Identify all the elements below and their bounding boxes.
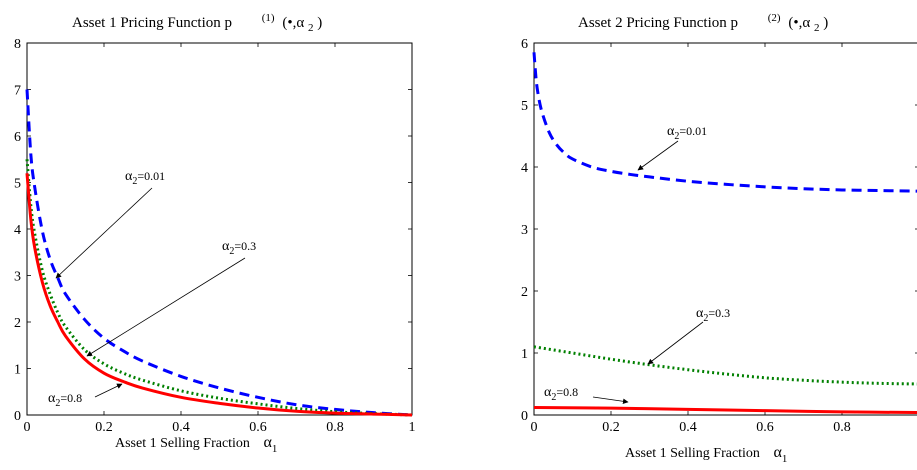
- y-tick-label: 2: [521, 285, 528, 300]
- y-tick-label: 5: [521, 99, 528, 114]
- x-tick-label: 0.8: [326, 420, 344, 435]
- x-axis-label: Asset 1 Selling Fraction α1: [625, 444, 787, 465]
- y-tick-label: 8: [14, 37, 21, 52]
- annotation-alpha-0.01: α2=0.01: [55, 169, 165, 279]
- y-tick-label: 6: [14, 130, 21, 145]
- x-tick-label: 0.4: [679, 420, 697, 435]
- svg-text:α2=0.01: α2=0.01: [125, 169, 165, 187]
- annotation-arrow: [637, 140, 679, 171]
- annotation-alpha-0.8: α2=0.8: [544, 385, 629, 405]
- annotation-arrow: [592, 396, 629, 405]
- series-line-alpha-0.01: [25, 89, 413, 417]
- y-tick-label: 1: [521, 347, 528, 362]
- y-tick-label: 0: [521, 409, 528, 424]
- annotation-arrow: [55, 187, 153, 279]
- chart-panel-asset2: Asset 2 Pricing Function p (2) (•,α 2 ) …: [521, 9, 917, 465]
- x-tick-label: 0.2: [95, 420, 113, 435]
- x-tick-label: 0: [24, 420, 31, 435]
- y-tick-label: 3: [14, 270, 21, 285]
- series-line-alpha-0.8: [25, 173, 413, 417]
- series-line-alpha-0.3: [533, 345, 917, 386]
- chart-panel-asset1: Asset 1 Pricing Function p (1) (•,α 2 ) …: [14, 9, 416, 455]
- annotation-arrow: [86, 257, 246, 357]
- svg-text:α2=0.3: α2=0.3: [222, 239, 256, 257]
- x-tick-label: 0: [531, 420, 538, 435]
- annotation-arrow: [94, 383, 123, 398]
- y-tick-label: 3: [521, 223, 528, 238]
- series-line-alpha-0.01: [532, 52, 917, 193]
- y-tick-label: 4: [521, 161, 528, 176]
- plot-area: [533, 42, 917, 416]
- chart-title: Asset 1 Pricing Function p (1) (•,α 2 ): [72, 9, 322, 35]
- x-tick-label: 0.4: [172, 420, 190, 435]
- svg-text:α2=0.8: α2=0.8: [48, 391, 82, 409]
- x-tick-label: 1: [409, 420, 416, 435]
- annotation-alpha-0.01: α2=0.01: [637, 124, 707, 171]
- annotation-arrow: [647, 321, 704, 365]
- x-tick-label: 0.6: [756, 420, 774, 435]
- axis-ticks: 0 0.2 0.4 0.6 0.8 1 0 1 2 3 4 5 6 7 8: [14, 37, 416, 435]
- y-tick-label: 7: [14, 84, 21, 99]
- x-axis-label: Asset 1 Selling Fraction α1: [115, 434, 277, 455]
- series-group: [25, 89, 413, 417]
- annotation-alpha-0.3: α2=0.3: [86, 239, 256, 357]
- svg-text:α2=0.8: α2=0.8: [544, 385, 578, 403]
- y-tick-label: 4: [14, 223, 21, 238]
- y-tick-label: 0: [14, 409, 21, 424]
- series-line-alpha-0.3: [25, 159, 413, 417]
- series-group: [532, 52, 917, 415]
- y-tick-label: 1: [14, 363, 21, 378]
- svg-text:α2=0.3: α2=0.3: [696, 306, 730, 324]
- chart-title: Asset 2 Pricing Function p (2) (•,α 2 ): [578, 9, 828, 35]
- axis-ticks: 0 0.2 0.4 0.6 0.8 0 1 2 3 4 5 6: [521, 37, 917, 435]
- svg-text:α2=0.01: α2=0.01: [667, 124, 707, 142]
- annotation-alpha-0.3: α2=0.3: [647, 306, 730, 365]
- y-tick-label: 2: [14, 316, 21, 331]
- y-tick-label: 5: [14, 177, 21, 192]
- x-tick-label: 0.6: [249, 420, 267, 435]
- annotation-alpha-0.8: α2=0.8: [48, 383, 123, 409]
- series-line-alpha-0.8: [533, 406, 917, 415]
- x-tick-label: 0.8: [833, 420, 851, 435]
- y-tick-label: 6: [521, 37, 528, 52]
- x-tick-label: 0.2: [602, 420, 620, 435]
